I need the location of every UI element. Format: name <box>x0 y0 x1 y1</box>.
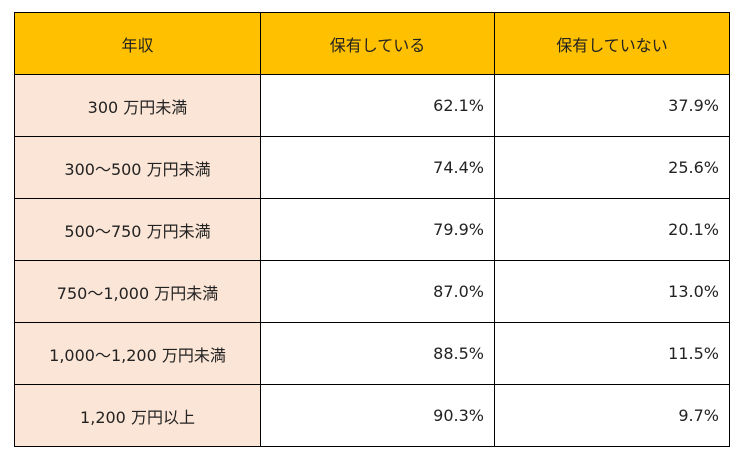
header-cell: 保有していない <box>494 12 730 75</box>
percent-cell: 74.4% <box>260 136 495 199</box>
percent-cell: 79.9% <box>260 198 495 261</box>
header-cell: 保有している <box>260 12 495 75</box>
income-cell: 500～750 万円未満 <box>14 198 261 261</box>
table-body: 300 万円未満 62.1% 37.9% 300～500 万円未満 74.4% 25.6%… <box>14 74 730 447</box>
header-cell: 年収 <box>14 12 261 75</box>
table-row: 750～1,000 万円未満 87.0% 13.0% <box>14 260 730 323</box>
percent-cell: 88.5% <box>260 322 495 385</box>
table-container: 年収 保有している 保有していない 300 万円未満 62.1% 37.9% 300～50… <box>14 12 730 447</box>
income-cell: 1,000～1,200 万円未満 <box>14 322 261 385</box>
header-row: 年収 保有している 保有していない <box>14 12 730 75</box>
percent-cell: 11.5% <box>494 322 730 385</box>
percent-cell: 20.1% <box>494 198 730 261</box>
income-cell: 1,200 万円以上 <box>14 384 261 447</box>
table-row: 300 万円未満 62.1% 37.9% <box>14 74 730 137</box>
percent-cell: 90.3% <box>260 384 495 447</box>
table-row: 1,000～1,200 万円未満 88.5% 11.5% <box>14 322 730 385</box>
table: 年収 保有している 保有していない 300 万円未満 62.1% 37.9% 300～50… <box>14 12 730 447</box>
income-cell: 300～500 万円未満 <box>14 136 261 199</box>
table-row: 500～750 万円未満 79.9% 20.1% <box>14 198 730 261</box>
percent-cell: 87.0% <box>260 260 495 323</box>
percent-cell: 9.7% <box>494 384 730 447</box>
percent-cell: 13.0% <box>494 260 730 323</box>
income-cell: 750～1,000 万円未満 <box>14 260 261 323</box>
percent-cell: 25.6% <box>494 136 730 199</box>
percent-cell: 62.1% <box>260 74 495 137</box>
income-cell: 300 万円未満 <box>14 74 261 137</box>
percent-cell: 37.9% <box>494 74 730 137</box>
table-row: 1,200 万円以上 90.3% 9.7% <box>14 384 730 447</box>
table-row: 300～500 万円未満 74.4% 25.6% <box>14 136 730 199</box>
